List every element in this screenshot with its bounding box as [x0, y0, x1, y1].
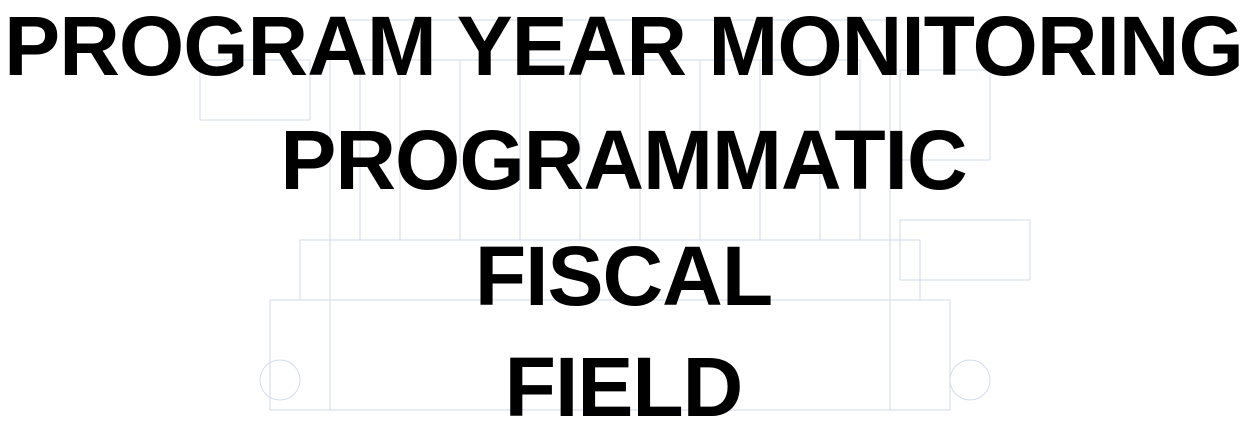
title-line: PROGRAM YEAR MONITORING	[4, 0, 1244, 93]
title-line: FIELD	[504, 340, 744, 434]
title-line: PROGRAMMATIC	[280, 113, 967, 207]
slide: PROGRAM YEAR MONITORING PROGRAMMATIC FIS…	[4, 0, 1244, 434]
blueprint-background	[199, 19, 1031, 411]
title-line: FISCAL	[474, 229, 773, 323]
